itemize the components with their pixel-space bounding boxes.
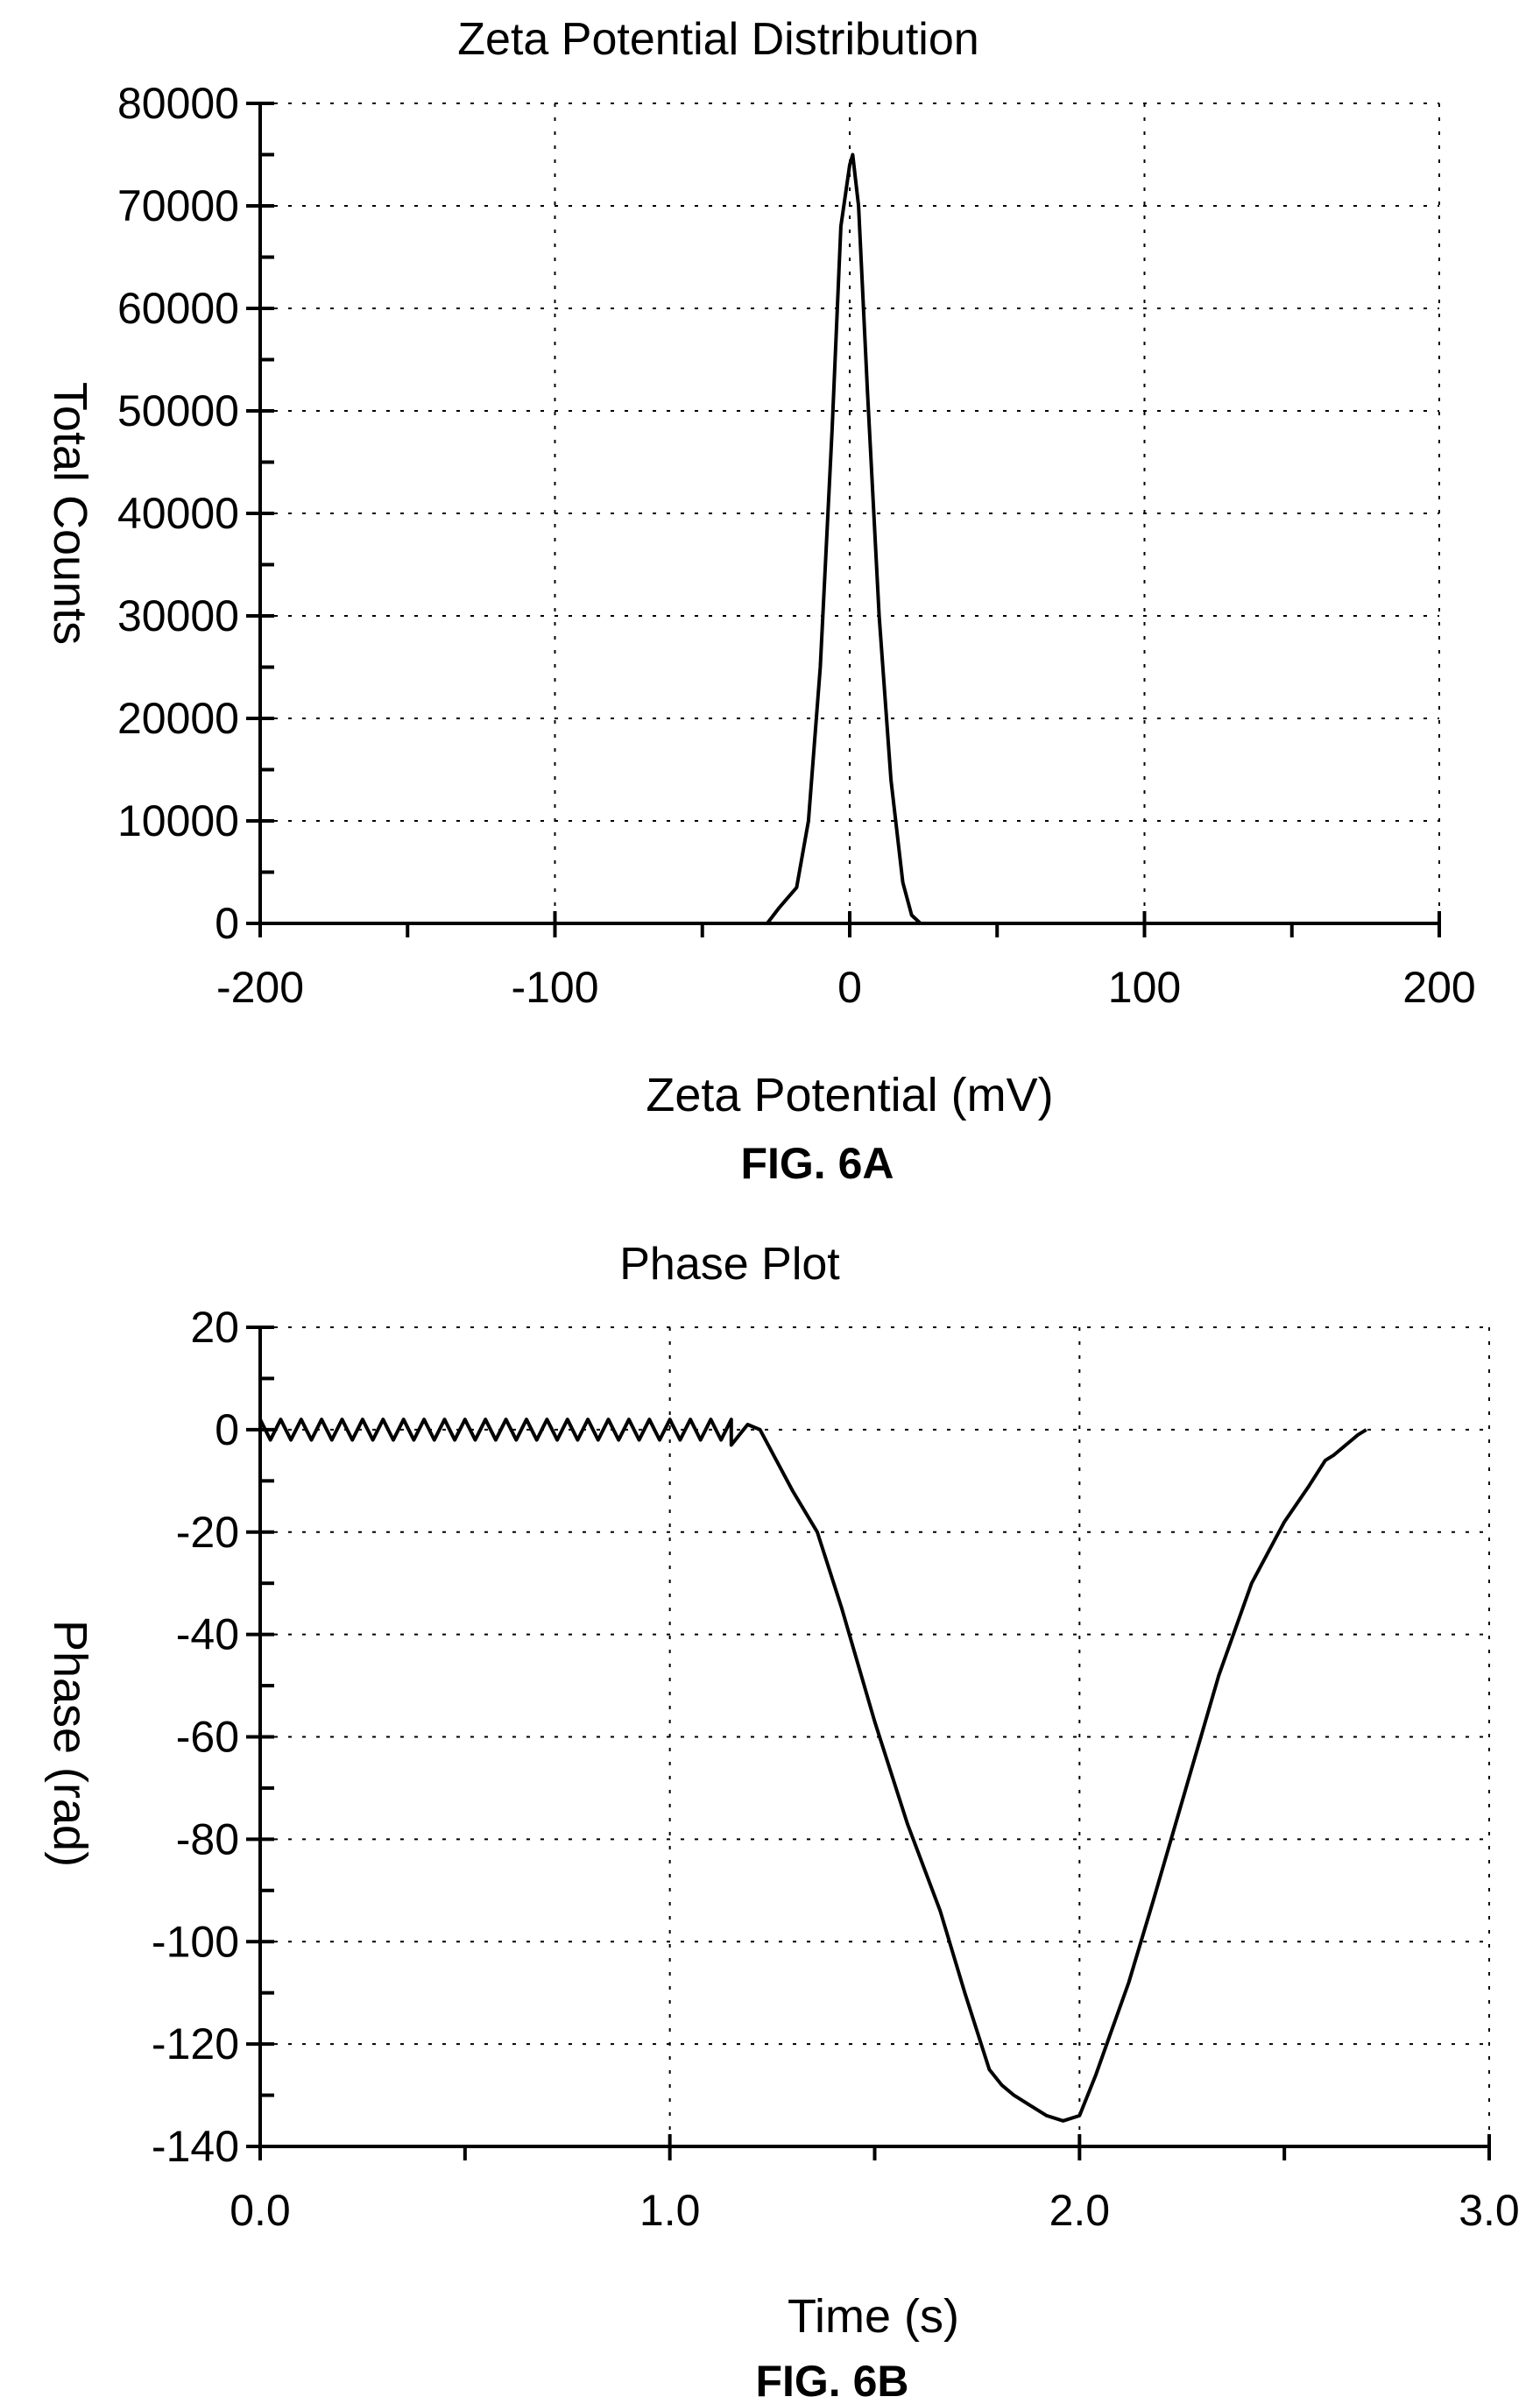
- y-tick-label: 60000: [117, 284, 239, 333]
- x-axis-label: Zeta Potential (mV): [646, 1069, 1053, 1121]
- x-axis-label: Time (s): [788, 2290, 959, 2343]
- y-axis-label: Total Counts: [44, 382, 96, 645]
- y-tick-label: 50000: [117, 386, 239, 435]
- y-tick-label: 40000: [117, 489, 239, 538]
- y-tick-label: -140: [152, 2122, 239, 2171]
- y-tick-label: 0: [215, 899, 239, 948]
- figure-label: FIG. 6B: [755, 2357, 908, 2404]
- chart-phase-plot: Phase Plot -140 -120 -100 -80 -60 -40 -20 0 20 0.…: [44, 1239, 1520, 2404]
- grid: [260, 103, 1440, 923]
- x-tick-label: 0.0: [230, 2186, 291, 2235]
- tick-labels: -140 -120 -100 -80 -60 -40 -20 0 20 0.0 1.0 2.0 3.0: [152, 1303, 1520, 2235]
- x-tick-label: 100: [1108, 963, 1181, 1012]
- x-tick-label: -100: [511, 963, 598, 1012]
- y-tick-label: 80000: [117, 79, 239, 128]
- y-axis-label: Phase (rad): [44, 1620, 96, 1867]
- x-tick-label: -200: [216, 963, 304, 1012]
- x-tick-label: 3.0: [1459, 2186, 1520, 2235]
- chart-title: Zeta Potential Distribution: [457, 14, 978, 65]
- ticks: [246, 1326, 1491, 2160]
- y-tick-label: 20000: [117, 694, 239, 743]
- x-tick-label: 1.0: [639, 2186, 701, 2235]
- series-line: [258, 1418, 1367, 2123]
- ticks: [246, 102, 1441, 937]
- x-tick-label: 2.0: [1049, 2186, 1111, 2235]
- y-tick-label: 20: [190, 1303, 239, 1352]
- axis-frame: [258, 103, 1439, 925]
- grid: [260, 1326, 1490, 2146]
- y-tick-label: 0: [215, 1405, 239, 1454]
- x-tick-label: 200: [1402, 963, 1475, 1012]
- figure-label: FIG. 6A: [740, 1139, 894, 1188]
- y-tick-label: -100: [152, 1917, 239, 1966]
- y-tick-label: -60: [176, 1713, 239, 1762]
- chart-title: Phase Plot: [619, 1239, 840, 1290]
- series-line: [407, 152, 1292, 925]
- tick-labels: 0 10000 20000 30000 40000 50000 60000 70000 8000…: [117, 79, 1476, 1012]
- x-tick-label: 0: [837, 963, 862, 1012]
- y-tick-label: -120: [152, 2019, 239, 2068]
- y-tick-label: 30000: [117, 591, 239, 640]
- y-tick-label: 10000: [117, 796, 239, 845]
- y-tick-label: -40: [176, 1610, 239, 1659]
- chart-zeta-potential: Zeta Potential Distribution 0 10000 20000 3…: [44, 14, 1476, 1188]
- y-tick-label: 70000: [117, 181, 239, 230]
- axis-frame: [258, 1327, 1489, 2148]
- y-tick-label: -20: [176, 1508, 239, 1557]
- y-tick-label: -80: [176, 1814, 239, 1863]
